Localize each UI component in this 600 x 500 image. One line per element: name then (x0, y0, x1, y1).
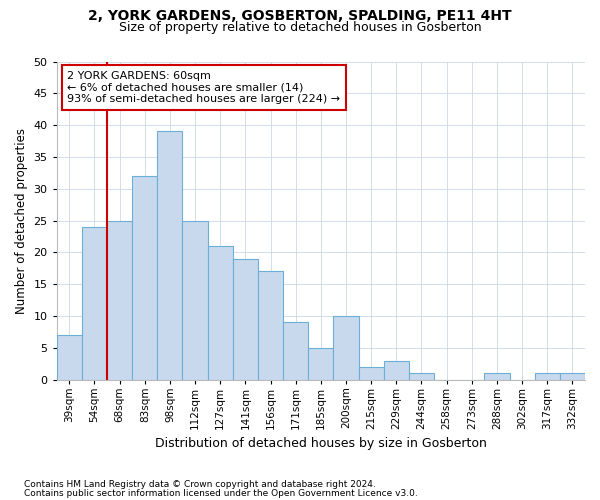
Bar (157, 132, 182, 380)
Bar (409, 373, 434, 380)
Bar (258, 272, 283, 380)
Text: 2 YORK GARDENS: 60sqm
← 6% of detached houses are smaller (14)
93% of semi-detac: 2 YORK GARDENS: 60sqm ← 6% of detached h… (67, 71, 340, 104)
Bar (535, 373, 560, 380)
Bar (82, 227, 107, 380)
Bar (107, 220, 132, 380)
Bar (182, 220, 208, 380)
Bar (308, 348, 334, 380)
Text: 2, YORK GARDENS, GOSBERTON, SPALDING, PE11 4HT: 2, YORK GARDENS, GOSBERTON, SPALDING, PE… (88, 9, 512, 23)
Bar (233, 258, 258, 380)
Bar (132, 176, 157, 380)
Bar (208, 246, 233, 380)
Bar (283, 322, 308, 380)
Bar (560, 373, 585, 380)
Text: Contains public sector information licensed under the Open Government Licence v3: Contains public sector information licen… (24, 489, 418, 498)
Bar (484, 373, 509, 380)
Bar (334, 316, 359, 380)
Bar (384, 360, 409, 380)
Bar (57, 335, 82, 380)
X-axis label: Distribution of detached houses by size in Gosberton: Distribution of detached houses by size … (155, 437, 487, 450)
Text: Size of property relative to detached houses in Gosberton: Size of property relative to detached ho… (119, 22, 481, 35)
Text: Contains HM Land Registry data © Crown copyright and database right 2024.: Contains HM Land Registry data © Crown c… (24, 480, 376, 489)
Bar (359, 367, 384, 380)
Y-axis label: Number of detached properties: Number of detached properties (15, 128, 28, 314)
